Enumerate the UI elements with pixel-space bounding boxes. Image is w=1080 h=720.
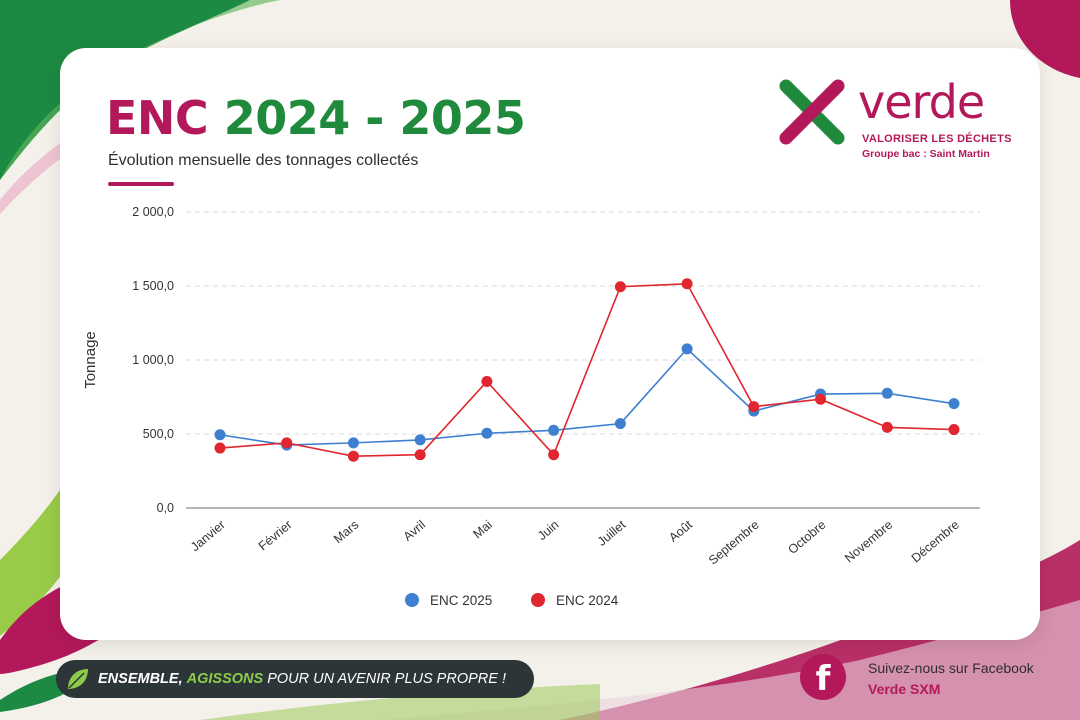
x-tick-label: Août	[666, 517, 695, 545]
legend-label: ENC 2024	[556, 593, 619, 608]
y-tick-label: 500,0	[143, 427, 174, 441]
x-tick-label: Mars	[331, 518, 361, 547]
x-tick-label: Juin	[535, 518, 562, 543]
verde-x-logo-icon	[779, 79, 845, 145]
chart-card	[60, 48, 1040, 640]
data-point	[748, 401, 760, 413]
facebook-page-link[interactable]: Verde SXM	[868, 681, 941, 697]
facebook-icon[interactable]: f	[800, 654, 846, 700]
data-point	[881, 421, 893, 433]
data-point	[548, 424, 560, 436]
page-title: ENC 2024 - 2025	[106, 88, 526, 148]
data-point	[347, 437, 359, 449]
leaf-icon	[68, 669, 88, 689]
title-brand: ENC	[106, 91, 209, 145]
logo-name: verde	[858, 75, 985, 129]
data-point	[948, 424, 960, 436]
x-tick-label: Avril	[401, 518, 428, 544]
x-tick-label: Janvier	[188, 518, 228, 555]
data-point	[481, 427, 493, 439]
series-line-enc-2024	[219, 282, 955, 458]
data-point	[414, 449, 426, 461]
data-point	[214, 429, 226, 441]
title-years: 2024 - 2025	[223, 91, 526, 145]
data-point	[281, 437, 293, 449]
data-point	[881, 387, 893, 399]
legend-label: ENC 2025	[430, 593, 492, 608]
series-line-enc-2025	[219, 347, 955, 446]
y-tick-label: 0,0	[157, 501, 174, 515]
legend-marker	[405, 593, 419, 607]
y-axis-label: Tonnage	[82, 331, 99, 389]
data-point	[481, 375, 493, 387]
y-tick-label: 1 000,0	[132, 353, 174, 367]
slogan-part2: AGISSONS	[186, 671, 264, 687]
slogan-part3: POUR UN AVENIR PLUS PROPRE !	[267, 671, 506, 687]
data-point	[815, 393, 827, 405]
x-tick-label: Octobre	[785, 518, 828, 557]
x-tick-label: Septembre	[706, 518, 762, 568]
data-point	[214, 442, 226, 454]
y-tick-label: 1 500,0	[132, 279, 174, 293]
legend-marker	[531, 593, 545, 607]
title-underline	[108, 182, 174, 186]
logo-tagline: VALORISER LES DÉCHETS	[862, 133, 1012, 145]
data-point	[414, 434, 426, 446]
data-point	[614, 418, 626, 430]
page-subtitle: Évolution mensuelle des tonnages collect…	[108, 152, 419, 169]
x-tick-label: Mai	[470, 518, 494, 542]
facebook-prompt: Suivez-nous sur Facebook	[868, 660, 1034, 676]
logo-group: Groupe bac : Saint Martin	[862, 148, 990, 160]
data-point	[681, 343, 693, 355]
data-point	[681, 278, 693, 290]
slogan-banner: ENSEMBLE, AGISSONS POUR UN AVENIR PLUS P…	[56, 660, 534, 698]
x-tick-label: Décembre	[909, 518, 962, 566]
data-point	[548, 449, 560, 461]
data-point	[614, 281, 626, 293]
data-point	[347, 450, 359, 462]
x-tick-label: Juillet	[595, 517, 629, 549]
x-tick-label: Novembre	[842, 518, 895, 566]
slogan-part1: ENSEMBLE,	[98, 671, 183, 687]
x-tick-label: Février	[256, 518, 295, 554]
y-tick-label: 2 000,0	[132, 205, 174, 219]
data-point	[948, 398, 960, 410]
